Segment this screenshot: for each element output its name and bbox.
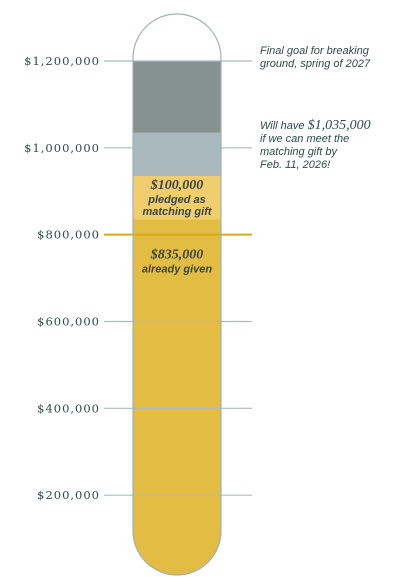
y-tick-label: $800,000 bbox=[37, 228, 100, 242]
segment-amount-label: $100,000 bbox=[150, 178, 204, 193]
y-tick-label: $400,000 bbox=[37, 401, 100, 415]
annotation-amount: $1,035,000 bbox=[308, 118, 371, 133]
y-tick-label: $200,000 bbox=[37, 488, 100, 502]
segment-amount-label: $835,000 bbox=[150, 247, 204, 262]
match-annotation-line: matching gift by bbox=[260, 146, 339, 158]
y-tick-label: $1,200,000 bbox=[24, 54, 100, 68]
annotation-text: if we can meet the bbox=[260, 133, 349, 145]
segment-matching bbox=[133, 176, 221, 220]
match-annotation-line: Will have $1,035,000 bbox=[260, 118, 371, 133]
segment-caption-line: pledged as bbox=[147, 194, 205, 206]
segment-final-goal bbox=[133, 61, 221, 133]
annotation-text: Feb. 11, 2026! bbox=[260, 159, 330, 171]
goal-annotation-line: ground, spring of 2027 bbox=[260, 58, 371, 70]
segment-caption-line: matching gift bbox=[142, 206, 212, 218]
segment-caption-line: already given bbox=[142, 263, 213, 275]
thermometer-outline bbox=[132, 13, 222, 576]
goal-annotation-line: Final goal for breaking bbox=[260, 45, 370, 57]
match-annotation-line: Feb. 11, 2026! bbox=[260, 159, 330, 171]
match-annotation-line: if we can meet the bbox=[260, 133, 349, 145]
annotation-text: matching gift by bbox=[260, 146, 339, 158]
segment-given bbox=[133, 219, 221, 575]
y-tick-label: $1,000,000 bbox=[24, 141, 100, 155]
thermometer-fill bbox=[133, 61, 221, 575]
annotation-text: Will have bbox=[260, 120, 308, 132]
segment-if-matched bbox=[133, 132, 221, 177]
y-tick-label: $600,000 bbox=[37, 315, 100, 329]
